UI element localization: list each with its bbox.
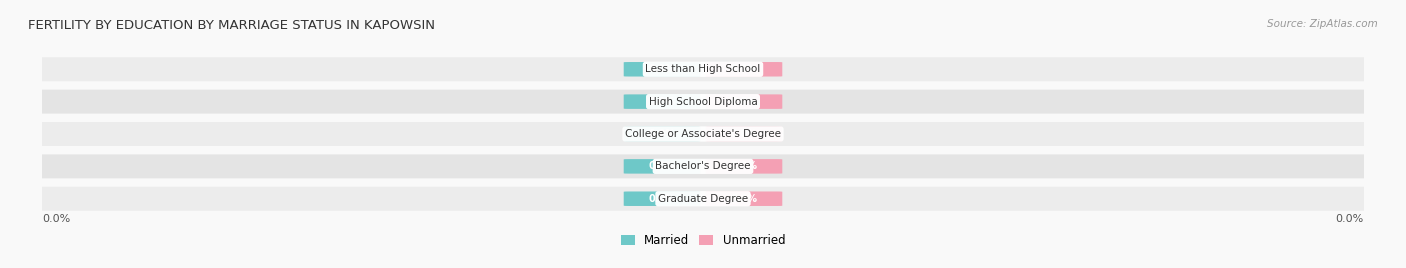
FancyBboxPatch shape <box>624 191 700 206</box>
Text: Graduate Degree: Graduate Degree <box>658 194 748 204</box>
FancyBboxPatch shape <box>624 94 700 109</box>
Text: 0.0%: 0.0% <box>731 129 758 139</box>
Text: FERTILITY BY EDUCATION BY MARRIAGE STATUS IN KAPOWSIN: FERTILITY BY EDUCATION BY MARRIAGE STATU… <box>28 19 434 32</box>
Text: College or Associate's Degree: College or Associate's Degree <box>626 129 780 139</box>
Text: 0.0%: 0.0% <box>1336 214 1364 224</box>
Text: 0.0%: 0.0% <box>648 97 675 107</box>
Text: Source: ZipAtlas.com: Source: ZipAtlas.com <box>1267 19 1378 29</box>
Text: 0.0%: 0.0% <box>731 161 758 171</box>
Text: Less than High School: Less than High School <box>645 64 761 74</box>
Legend: Married, Unmarried: Married, Unmarried <box>616 229 790 252</box>
FancyBboxPatch shape <box>706 191 782 206</box>
FancyBboxPatch shape <box>624 159 700 174</box>
FancyBboxPatch shape <box>30 187 1376 211</box>
FancyBboxPatch shape <box>30 57 1376 81</box>
Text: 0.0%: 0.0% <box>648 194 675 204</box>
FancyBboxPatch shape <box>706 94 782 109</box>
FancyBboxPatch shape <box>624 127 700 141</box>
FancyBboxPatch shape <box>30 154 1376 178</box>
Text: 0.0%: 0.0% <box>731 64 758 74</box>
FancyBboxPatch shape <box>30 122 1376 146</box>
Text: 0.0%: 0.0% <box>648 129 675 139</box>
Text: 0.0%: 0.0% <box>731 97 758 107</box>
FancyBboxPatch shape <box>30 90 1376 114</box>
Text: 0.0%: 0.0% <box>648 64 675 74</box>
Text: Bachelor's Degree: Bachelor's Degree <box>655 161 751 171</box>
Text: High School Diploma: High School Diploma <box>648 97 758 107</box>
FancyBboxPatch shape <box>706 127 782 141</box>
FancyBboxPatch shape <box>706 62 782 77</box>
Text: 0.0%: 0.0% <box>648 161 675 171</box>
Text: 0.0%: 0.0% <box>42 214 70 224</box>
FancyBboxPatch shape <box>706 159 782 174</box>
Text: 0.0%: 0.0% <box>731 194 758 204</box>
FancyBboxPatch shape <box>624 62 700 77</box>
